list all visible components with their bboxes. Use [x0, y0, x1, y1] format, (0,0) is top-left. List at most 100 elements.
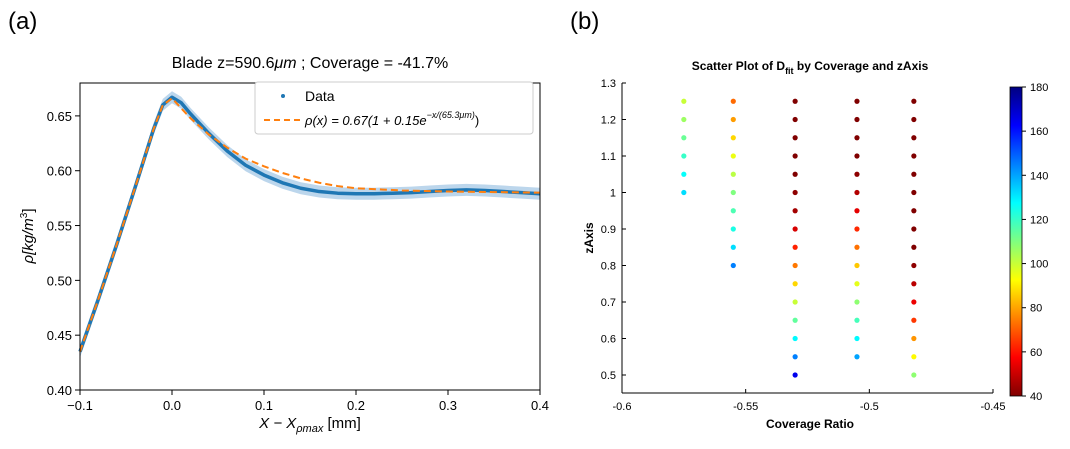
chart-b-ytick-label: 0.8	[601, 261, 616, 273]
scatter-point	[681, 116, 687, 123]
scatter-point	[730, 153, 736, 159]
scatter-point	[730, 262, 736, 269]
scatter-point	[911, 135, 917, 141]
scatter-point	[854, 171, 860, 177]
scatter-point	[911, 281, 917, 287]
chart-a-ytick-label: 0.65	[47, 109, 72, 124]
scatter-point	[854, 317, 860, 323]
scatter-point	[911, 262, 917, 269]
chart-a-xtick-label: 0.2	[347, 398, 365, 413]
chart-a-title: Blade z=590.6μm ; Coverage = -41.7%	[172, 55, 448, 72]
scatter-point	[792, 244, 798, 250]
chart-b-xtick-label: -0.45	[980, 401, 1005, 413]
scatter-point	[854, 116, 860, 123]
scatter-point	[911, 372, 917, 378]
scatter-point	[730, 135, 736, 141]
scatter-point	[854, 299, 860, 305]
scatter-point	[792, 226, 798, 232]
chart-a-xtick-label: −0.1	[67, 398, 93, 413]
chart-a-ytick-label: 0.55	[47, 219, 72, 234]
scatter-point	[792, 281, 798, 287]
chart-a-ytick-label: 0.40	[47, 383, 72, 398]
colorbar-tick-label: 60	[1030, 347, 1042, 359]
scatter-point	[681, 189, 687, 196]
scatter-point	[911, 116, 917, 123]
scatter-point	[911, 153, 917, 159]
scatter-point	[854, 244, 860, 250]
chart-b-ylabel: zAxis	[582, 222, 596, 254]
legend-data-marker	[281, 94, 285, 98]
scatter-point	[730, 171, 736, 177]
density-line-chart: Blade z=590.6μm ; Coverage = -41.7% −0.1…	[19, 55, 549, 435]
scatter-point	[730, 244, 736, 250]
scatter-point	[911, 335, 917, 342]
chart-b-ytick-label: 1.3	[601, 78, 616, 90]
chart-b-ytick-label: 0.7	[601, 297, 616, 309]
scatter-point	[854, 153, 860, 159]
scatter-point	[792, 299, 798, 305]
chart-a-xtick-label: 0.0	[163, 398, 181, 413]
scatter-point	[911, 226, 917, 232]
scatter-point	[854, 226, 860, 232]
scatter-point	[854, 281, 860, 287]
scatter-point	[792, 317, 798, 323]
colorbar-tick-label: 120	[1030, 214, 1048, 226]
scatter-point	[730, 189, 736, 196]
scatter-point	[792, 189, 798, 196]
chart-b-xlabel: Coverage Ratio	[766, 417, 854, 431]
fit-series-line	[79, 97, 541, 352]
chart-a-xtick-label: 0.1	[255, 398, 273, 413]
scatter-point	[681, 171, 687, 177]
scatter-point	[730, 226, 736, 232]
scatter-point	[911, 299, 917, 305]
scatter-point	[792, 171, 798, 177]
data-series-line	[78, 95, 541, 353]
chart-a-ytick-label: 0.50	[47, 273, 72, 288]
colorbar-tick-label: 180	[1030, 82, 1048, 94]
scatter-point	[792, 135, 798, 141]
chart-a-xtick-label: 0.3	[439, 398, 457, 413]
chart-a-ylabel: ρ[kg/m3]	[19, 209, 37, 265]
scatter-point	[854, 135, 860, 141]
colorbar	[1009, 86, 1023, 397]
chart-b-ytick-label: 0.6	[601, 334, 616, 346]
scatter-point	[854, 335, 860, 342]
scatter-point	[792, 116, 798, 123]
panel-label-a: (a)	[8, 8, 38, 35]
chart-b-ytick-label: 0.5	[601, 370, 616, 382]
colorbar-tick-label: 80	[1030, 303, 1042, 315]
scatter-point	[681, 153, 687, 159]
chart-a-ytick-label: 0.45	[47, 328, 72, 343]
scatter-point	[792, 262, 798, 269]
scatter-point	[792, 354, 798, 360]
scatter-point	[792, 335, 798, 342]
chart-b-ytick-label: 1.2	[601, 115, 616, 127]
scatter-point	[730, 98, 736, 104]
scatter-point	[681, 98, 687, 104]
chart-b-ytick-label: 0.9	[601, 224, 616, 236]
scatter-point	[911, 189, 917, 196]
scatter-point	[792, 208, 798, 214]
chart-b-title: Scatter Plot of Dfit by Coverage and zAx…	[692, 59, 929, 76]
scatter-point	[792, 372, 798, 378]
chart-a-ytick-label: 0.60	[47, 164, 72, 179]
chart-b-xtick-label: -0.5	[860, 401, 879, 413]
colorbar-tick-label: 100	[1030, 259, 1048, 271]
chart-b-xtick-label: -0.6	[613, 401, 632, 413]
scatter-point	[792, 98, 798, 104]
scatter-point	[854, 98, 860, 104]
chart-b-ytick-label: 1	[610, 188, 616, 200]
panel-label-b: (b)	[570, 8, 600, 35]
scatter-point	[911, 98, 917, 104]
colorbar-tick-label: 140	[1030, 170, 1048, 182]
coverage-scatter-chart: Scatter Plot of Dfit by Coverage and zAx…	[582, 59, 1048, 431]
legend-fit-label: ρ(x) = 0.67(1 + 0.15e−x/(65.3μm))	[304, 110, 479, 128]
scatter-point	[854, 189, 860, 196]
scatter-point	[911, 317, 917, 323]
scatter-point	[854, 208, 860, 214]
scatter-point	[911, 208, 917, 214]
scatter-point	[730, 208, 736, 214]
colorbar-tick-label: 160	[1030, 126, 1048, 138]
chart-b-ytick-label: 1.1	[601, 151, 616, 163]
scatter-point	[911, 244, 917, 250]
